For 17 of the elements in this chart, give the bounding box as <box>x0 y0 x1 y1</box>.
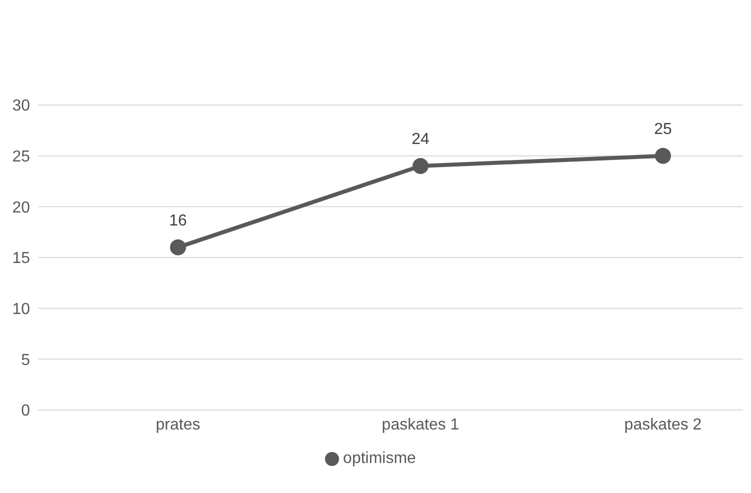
point <box>412 158 428 174</box>
y-tick-label: 0 <box>21 402 30 420</box>
y-tick-label: 10 <box>12 301 30 318</box>
point <box>655 148 671 164</box>
legend-label: optimisme <box>343 450 416 467</box>
x-tick-label: prates <box>156 416 200 434</box>
x-tick-label: paskates 2 <box>624 416 702 434</box>
y-tick-label: 30 <box>12 98 30 115</box>
x-tick-label: paskates 1 <box>382 416 460 434</box>
y-tick-label: 15 <box>12 250 30 268</box>
data-label: 25 <box>654 120 672 138</box>
data-label: 16 <box>169 212 187 230</box>
point <box>170 239 186 256</box>
y-tick-label: 20 <box>12 199 30 216</box>
y-tick-label: 5 <box>21 352 30 369</box>
y-tick-label: 25 <box>12 148 30 166</box>
data-label: 24 <box>412 131 430 148</box>
